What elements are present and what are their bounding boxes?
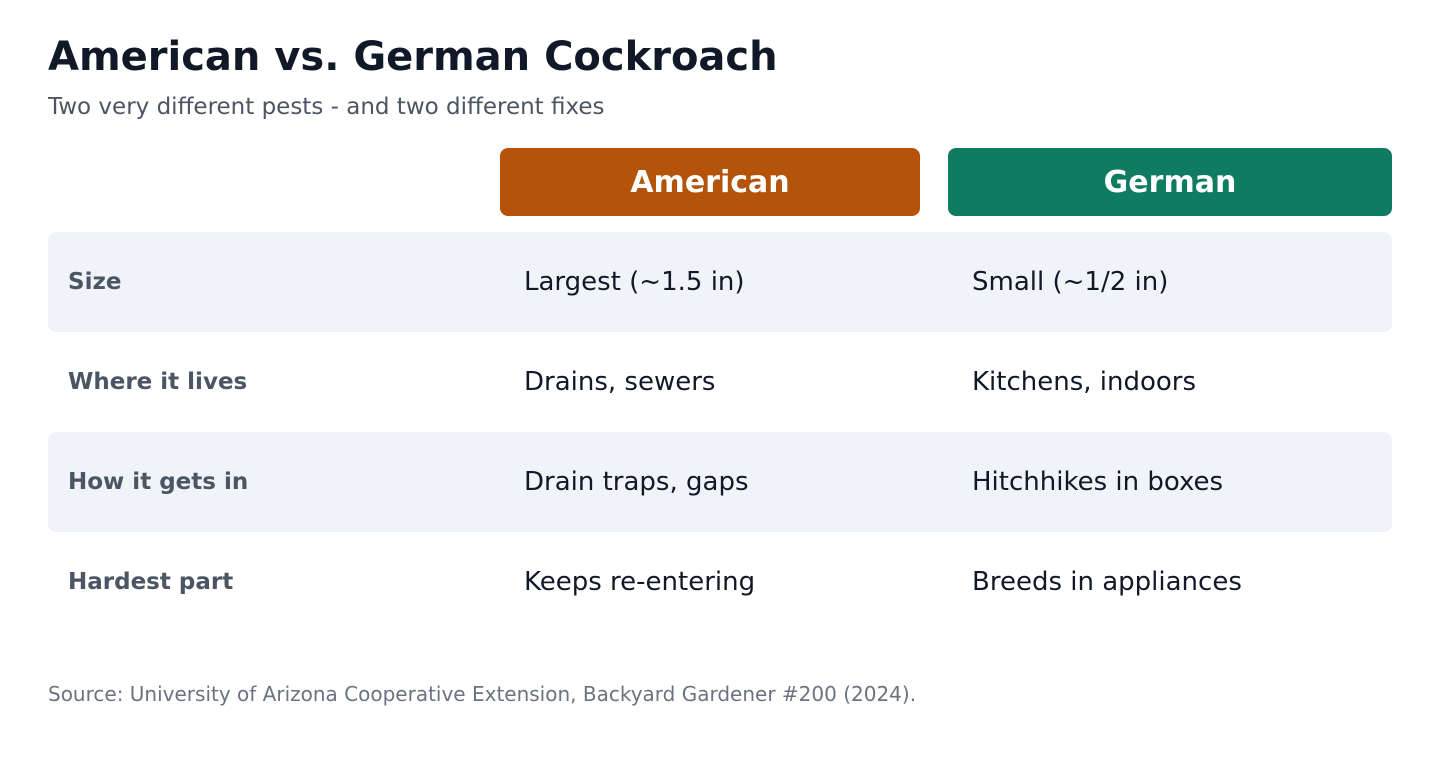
cell-german: Hitchhikes in boxes xyxy=(972,467,1224,497)
row-label: How it gets in xyxy=(68,469,249,495)
cell-american: Keeps re-entering xyxy=(524,567,756,597)
column-header-german: German xyxy=(948,148,1392,216)
table-row-entry: How it gets in Drain traps, gaps Hitchhi… xyxy=(48,432,1392,532)
row-label: Hardest part xyxy=(68,569,234,595)
row-label: Size xyxy=(68,269,122,295)
row-label: Where it lives xyxy=(68,369,248,395)
page-subtitle: Two very different pests - and two diffe… xyxy=(48,94,605,120)
table-row-hardest-part: Hardest part Keeps re-entering Breeds in… xyxy=(48,532,1392,632)
cell-german: Breeds in appliances xyxy=(972,567,1242,597)
cell-american: Largest (~1.5 in) xyxy=(524,267,745,297)
cell-german: Small (~1/2 in) xyxy=(972,267,1169,297)
cell-american: Drain traps, gaps xyxy=(524,467,749,497)
cell-american: Drains, sewers xyxy=(524,367,716,397)
column-header-american: American xyxy=(500,148,920,216)
source-note: Source: University of Arizona Cooperativ… xyxy=(48,682,917,706)
table-row-size: Size Largest (~1.5 in) Small (~1/2 in) xyxy=(48,232,1392,332)
page-title: American vs. German Cockroach xyxy=(48,34,778,80)
cell-german: Kitchens, indoors xyxy=(972,367,1197,397)
table-row-habitat: Where it lives Drains, sewers Kitchens, … xyxy=(48,332,1392,432)
